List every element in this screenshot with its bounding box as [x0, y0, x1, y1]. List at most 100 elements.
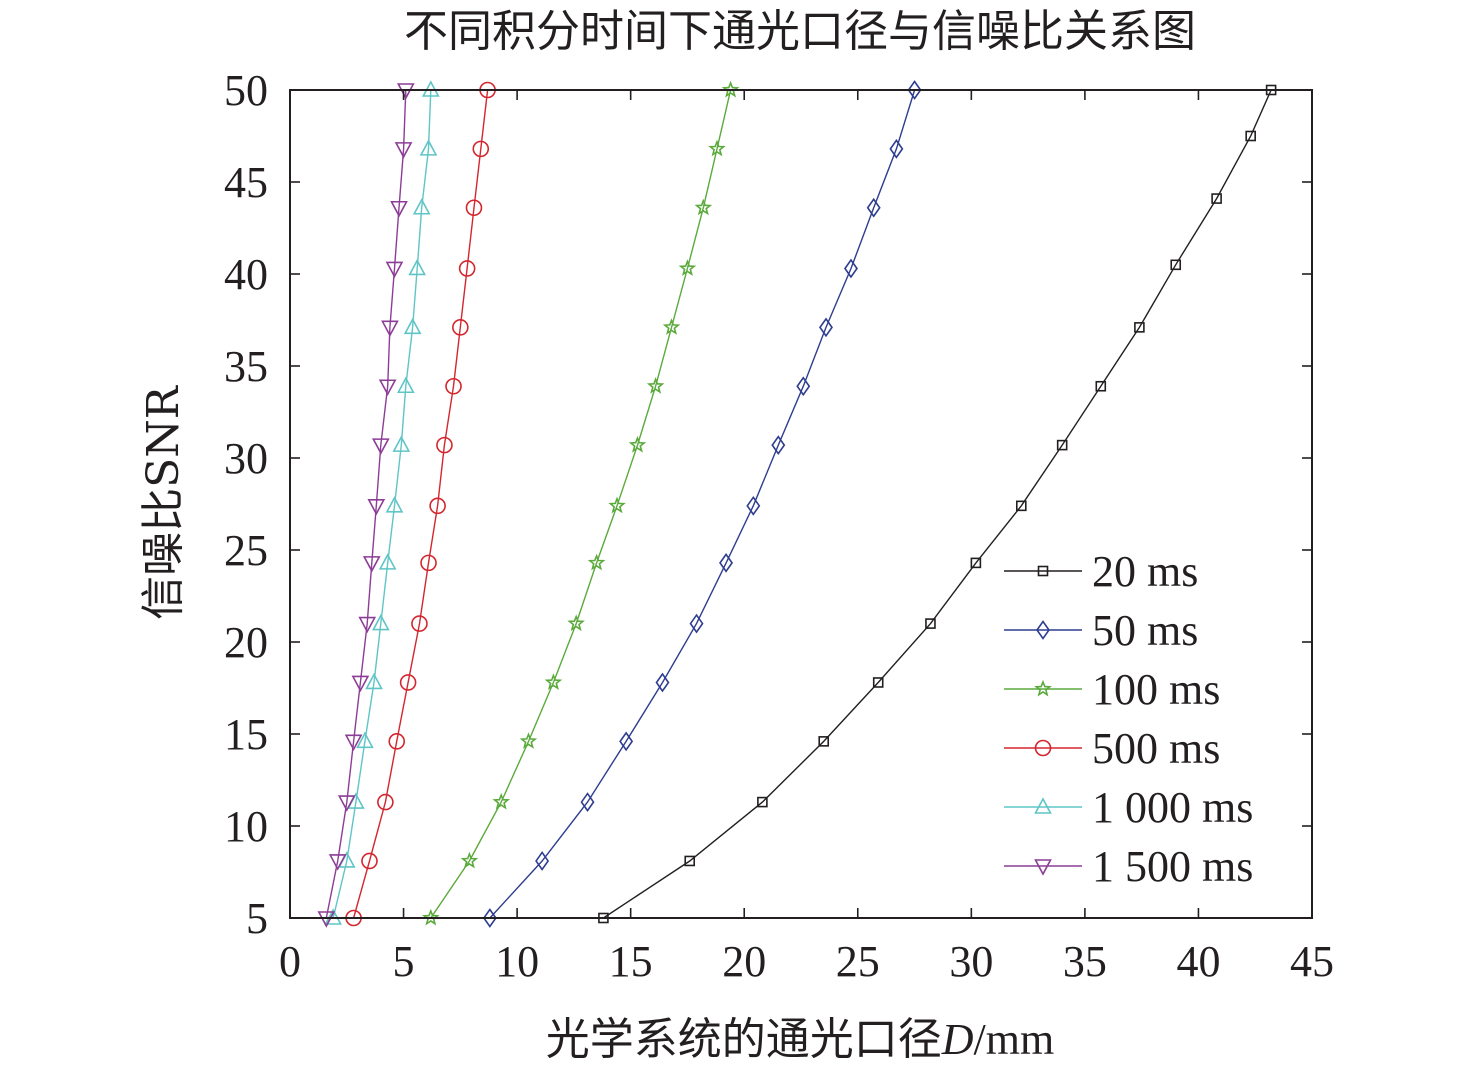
data-point [396, 376, 415, 394]
data-point [567, 614, 585, 632]
data-point [771, 435, 786, 456]
data-point [344, 734, 363, 752]
y-tick-label: 45 [224, 158, 268, 207]
plot-frame [289, 89, 1313, 919]
data-point [452, 319, 469, 336]
data-point [429, 497, 446, 515]
data-point [646, 376, 665, 394]
legend-label: 1 000 ms [1092, 783, 1253, 832]
data-point [399, 674, 417, 691]
x-tick-label: 5 [393, 937, 415, 986]
data-point [580, 792, 595, 812]
data-point [796, 376, 811, 397]
data-point [619, 731, 634, 752]
y-tick-label: 35 [224, 342, 268, 391]
legend-marker [1036, 620, 1050, 640]
x-tick-label: 25 [836, 937, 880, 986]
legend-label: 100 ms [1092, 665, 1220, 714]
chart-title: 不同积分时间下通光口径与信噪比关系图 [404, 6, 1196, 57]
data-point [684, 855, 696, 867]
data-point [587, 553, 606, 571]
legend-marker [1034, 739, 1052, 757]
data-point [356, 731, 374, 749]
data-point [1095, 380, 1107, 392]
legend-marker [1034, 679, 1052, 697]
x-tick-label: 20 [722, 937, 766, 986]
data-point [372, 438, 390, 455]
data-point [411, 615, 428, 632]
data-point [385, 496, 404, 513]
y-tick-label: 50 [224, 66, 268, 115]
data-point [394, 142, 413, 159]
data-point [925, 618, 936, 629]
data-point [1245, 130, 1256, 142]
x-tick-label: 10 [495, 937, 539, 986]
data-point [678, 259, 697, 276]
legend-item: 20 ms [1004, 547, 1198, 596]
data-point [351, 675, 370, 693]
data-point [419, 139, 438, 156]
data-point [535, 851, 550, 871]
data-point [362, 556, 381, 573]
data-point [818, 736, 830, 747]
y-tick-label: 30 [224, 434, 268, 483]
x-tick-label: 45 [1290, 937, 1334, 986]
data-point [361, 852, 378, 870]
data-point [889, 138, 904, 159]
data-point [1134, 322, 1145, 333]
y-axis-label: 信噪比SNR [138, 384, 189, 620]
data-point [436, 436, 453, 454]
legend-marker [1034, 797, 1052, 814]
legend-item: 50 ms [1004, 606, 1198, 655]
x-axis-label-prefix: 光学系统的通光口径 [546, 1014, 942, 1065]
y-tick-label: 20 [224, 618, 268, 667]
y-tick-label: 10 [224, 802, 268, 851]
data-point [482, 908, 497, 928]
y-tick-label: 25 [224, 526, 268, 575]
x-tick-label: 40 [1176, 937, 1220, 986]
x-tick-label: 30 [949, 937, 993, 986]
data-point [412, 198, 431, 215]
data-point [372, 613, 390, 631]
legend-item: 100 ms [1004, 665, 1220, 714]
data-point [458, 260, 476, 277]
data-point [385, 261, 404, 279]
data-point [872, 677, 884, 688]
data-point [843, 258, 858, 279]
data-point [422, 908, 440, 926]
data-point [390, 200, 408, 218]
data-point [819, 317, 833, 338]
x-axis-label-unit: /mm [974, 1015, 1055, 1064]
data-point [378, 553, 397, 570]
y-tick-label: 15 [224, 710, 268, 759]
data-point [388, 733, 406, 750]
data-point [1170, 259, 1182, 271]
legend-label: 1 500 ms [1092, 842, 1253, 891]
legend-marker [1034, 859, 1052, 876]
data-point [544, 673, 563, 690]
legend-marker [1037, 565, 1049, 577]
data-point [460, 851, 479, 869]
data-point [408, 258, 427, 276]
series-line [489, 89, 916, 919]
data-point [492, 792, 511, 810]
data-point [708, 139, 726, 157]
data-point [465, 199, 483, 217]
data-point [358, 616, 377, 634]
data-point [420, 554, 437, 572]
data-point [367, 499, 386, 516]
legend-item: 1 000 ms [1004, 783, 1253, 832]
series-2 [482, 80, 922, 928]
data-point [655, 672, 670, 693]
legend-label: 500 ms [1092, 724, 1220, 773]
data-point [1056, 439, 1068, 451]
data-point [365, 672, 383, 690]
legend-label: 50 ms [1092, 606, 1198, 655]
series-line [332, 89, 432, 919]
series-line [603, 89, 1272, 919]
data-point [662, 318, 681, 335]
series-3 [422, 80, 740, 926]
legend: 20 ms 50 ms 100 ms 500 ms 1 000 ms 1 500 ms [1004, 547, 1253, 891]
